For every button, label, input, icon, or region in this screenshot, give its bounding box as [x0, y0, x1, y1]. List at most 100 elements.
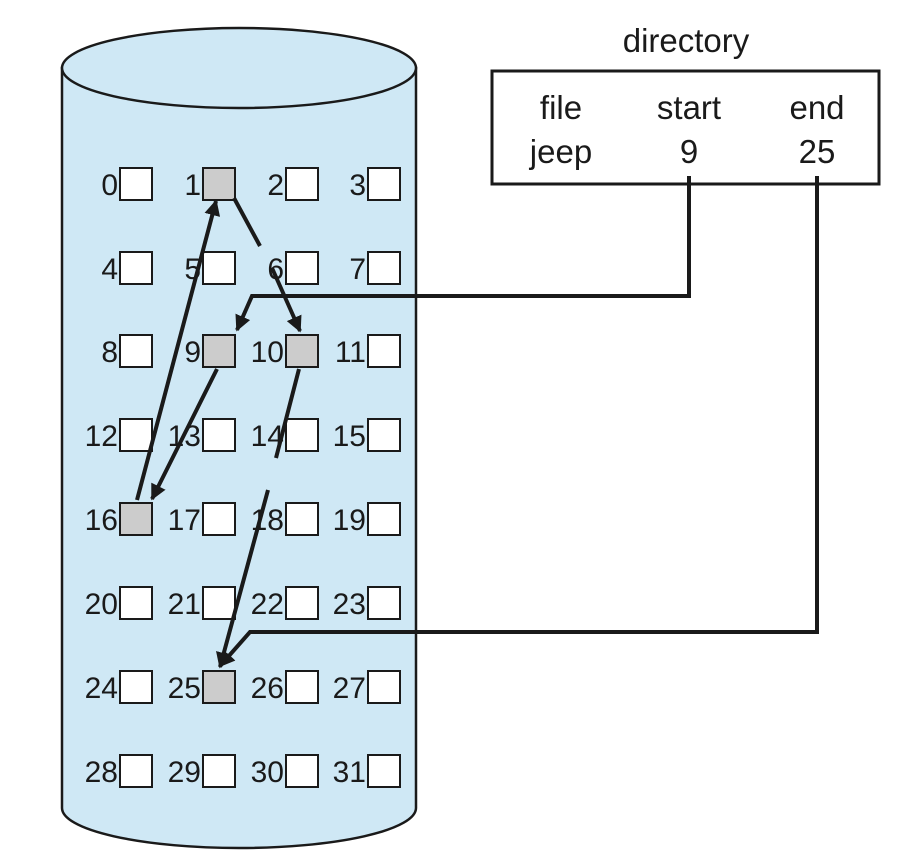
block-number-label: 6: [267, 253, 284, 286]
disk-block-21: 21: [168, 586, 236, 621]
directory: directory file start end jeep 9 25: [490, 22, 881, 186]
disk-block-11: 11: [335, 334, 401, 369]
block-number-label: 25: [168, 672, 201, 705]
free-block-box: [367, 167, 401, 201]
disk-block-8: 8: [101, 334, 153, 369]
disk-block-24: 24: [85, 670, 153, 705]
block-number-label: 19: [333, 504, 366, 537]
block-number-label: 23: [333, 588, 366, 621]
free-block-box: [202, 754, 236, 788]
used-block-box: [202, 167, 236, 201]
header-file: file: [540, 89, 582, 126]
link-9-to-16-arrow: [150, 368, 219, 501]
block-number-label: 8: [101, 336, 118, 369]
link-10-to-25-arrow: [220, 368, 301, 667]
free-block-box: [285, 670, 319, 704]
block-number-label: 0: [101, 169, 118, 202]
block-number-label: 10: [251, 336, 284, 369]
disk-block-27: 27: [333, 670, 401, 705]
entry-end: 25: [799, 133, 836, 170]
start-pointer-arrow: [235, 176, 691, 332]
link-1-to-10-arrow: [232, 197, 300, 331]
directory-title: directory: [623, 22, 750, 59]
disk-block-20: 20: [85, 586, 153, 621]
free-block-box: [285, 502, 319, 536]
link-16-to-1-arrow: [135, 199, 221, 501]
free-block-box: [119, 418, 153, 452]
free-block-box: [119, 334, 153, 368]
disk-block-6: 6: [267, 251, 319, 286]
disk-block-16: 16: [85, 502, 153, 537]
block-number-label: 17: [168, 504, 201, 537]
free-block-box: [367, 334, 401, 368]
disk-block-30: 30: [251, 754, 319, 789]
disk-block-12: 12: [85, 418, 153, 453]
block-number-label: 9: [184, 336, 201, 369]
free-block-box: [285, 418, 319, 452]
disk-block-28: 28: [85, 754, 153, 789]
disk-block-4: 4: [101, 251, 153, 286]
disk-block-23: 23: [333, 586, 401, 621]
block-number-label: 28: [85, 756, 118, 789]
free-block-box: [367, 502, 401, 536]
free-block-box: [119, 670, 153, 704]
used-block-box: [202, 670, 236, 704]
free-block-box: [367, 670, 401, 704]
disk-block-17: 17: [168, 502, 236, 537]
free-block-box: [119, 586, 153, 620]
disk-block-2: 2: [267, 167, 319, 202]
free-block-box: [202, 418, 236, 452]
free-block-box: [285, 754, 319, 788]
block-number-label: 12: [85, 420, 118, 453]
disk-block-15: 15: [333, 418, 401, 453]
block-number-label: 2: [267, 169, 284, 202]
free-block-box: [367, 754, 401, 788]
free-block-box: [202, 251, 236, 285]
free-block-box: [119, 167, 153, 201]
header-start: start: [657, 89, 721, 126]
disk-block-3: 3: [349, 167, 401, 202]
free-block-box: [285, 586, 319, 620]
free-block-box: [367, 586, 401, 620]
free-block-box: [367, 418, 401, 452]
free-block-box: [202, 502, 236, 536]
disk-block-19: 19: [333, 502, 401, 537]
pointer-arrows: [135, 176, 819, 667]
block-number-label: 20: [85, 588, 118, 621]
directory-table: [490, 69, 881, 186]
free-block-box: [285, 251, 319, 285]
entry-start: 9: [680, 133, 698, 170]
block-number-label: 24: [85, 672, 118, 705]
disk-block-13: 13: [168, 418, 236, 453]
disk-block-22: 22: [251, 586, 319, 621]
block-number-label: 7: [349, 253, 366, 286]
free-block-box: [367, 251, 401, 285]
block-number-label: 16: [85, 504, 118, 537]
used-block-box: [202, 334, 236, 368]
block-number-label: 21: [168, 588, 201, 621]
block-number-label: 4: [101, 253, 118, 286]
free-block-box: [202, 586, 236, 620]
disk-block-31: 31: [333, 754, 401, 789]
free-block-box: [285, 167, 319, 201]
free-block-box: [119, 251, 153, 285]
block-number-label: 1: [184, 169, 201, 202]
free-block-box: [119, 754, 153, 788]
header-end: end: [789, 89, 844, 126]
block-number-label: 26: [251, 672, 284, 705]
block-number-label: 3: [349, 169, 366, 202]
disk-block-7: 7: [349, 251, 401, 286]
block-number-label: 31: [333, 756, 366, 789]
block-number-label: 29: [168, 756, 201, 789]
disk-block-26: 26: [251, 670, 319, 705]
entry-file: jeep: [529, 133, 592, 170]
block-number-label: 30: [251, 756, 284, 789]
block-number-label: 11: [335, 336, 366, 369]
block-number-label: 15: [333, 420, 366, 453]
disk-block-0: 0: [101, 167, 153, 202]
disk-block-29: 29: [168, 754, 236, 789]
block-number-label: 22: [251, 588, 284, 621]
cylinder-top: [60, 26, 418, 110]
